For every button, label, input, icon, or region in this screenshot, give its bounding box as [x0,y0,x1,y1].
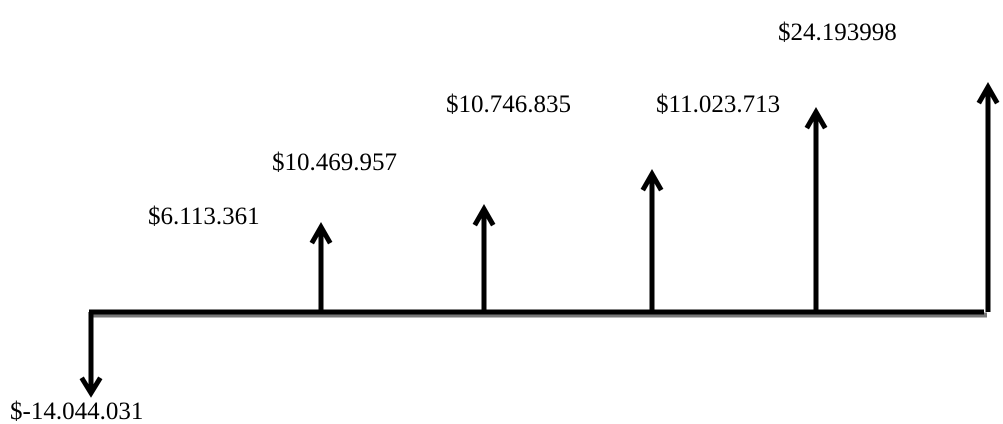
flow-label: $-14.044.031 [10,398,143,424]
flow-label: $24.193998 [778,19,897,46]
inflow-arrow [976,81,1000,312]
outflow-arrow [79,312,103,398]
inflow-arrow [309,221,333,312]
inflow-arrow [804,106,828,312]
flow-label: $6.113.361 [148,203,260,230]
flow-label: $10.469.957 [272,149,397,176]
inflow-arrow [640,168,664,312]
flow-label: $11.023.713 [656,91,780,118]
flow-label: $10.746.835 [446,91,571,118]
inflow-arrow [472,203,496,312]
